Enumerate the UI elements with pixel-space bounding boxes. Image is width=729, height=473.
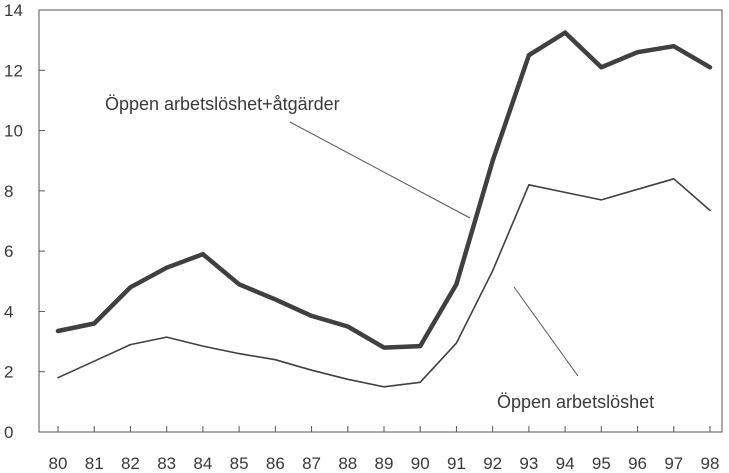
annotation-pointer-line <box>513 286 579 377</box>
plot-frame <box>38 9 723 433</box>
y-tick-label: 6 <box>4 242 13 261</box>
annotation-pointer-line <box>289 121 471 219</box>
x-tick-label: 86 <box>266 454 285 473</box>
y-tick-label: 14 <box>4 1 23 20</box>
series-line-open-plus-measures <box>55 30 713 350</box>
x-tick-label: 88 <box>338 454 357 473</box>
y-axis-ticks: 0 2 4 6 8 10 12 14 <box>4 1 45 442</box>
x-tick-label: 97 <box>664 454 683 473</box>
x-tick-label: 83 <box>157 454 176 473</box>
annotation-series-open-label: Öppen arbetslöshet <box>497 392 654 412</box>
annotation-series-total-label: Öppen arbetslöshet+åtgärder <box>105 94 340 114</box>
x-tick-label: 87 <box>302 454 321 473</box>
y-tick-label: 4 <box>4 302 13 321</box>
annotations: Öppen arbetslöshet+åtgärder Öppen arbets… <box>105 94 654 412</box>
series-lines <box>55 30 713 388</box>
y-tick-label: 0 <box>4 423 13 442</box>
x-tick-label: 85 <box>230 454 249 473</box>
x-tick-label: 89 <box>375 454 394 473</box>
axes <box>38 9 723 433</box>
x-tick-label: 84 <box>193 454 212 473</box>
x-tick-label: 91 <box>447 454 466 473</box>
x-tick-label: 94 <box>556 454 575 473</box>
y-tick-label: 8 <box>4 182 13 201</box>
x-tick-label: 96 <box>628 454 647 473</box>
x-axis-ticks: 80 81 82 83 84 85 86 87 88 89 90 91 92 93 94 95 96 97 98 <box>49 426 720 473</box>
y-tick-label: 10 <box>4 122 23 141</box>
x-tick-label: 93 <box>519 454 538 473</box>
series-line-open-unemployment <box>57 178 711 388</box>
x-tick-label: 95 <box>592 454 611 473</box>
x-tick-label: 81 <box>85 454 104 473</box>
x-tick-label: 98 <box>701 454 720 473</box>
x-tick-label: 92 <box>483 454 502 473</box>
x-tick-label: 90 <box>411 454 430 473</box>
x-tick-label: 80 <box>49 454 68 473</box>
y-tick-label: 12 <box>4 61 23 80</box>
y-tick-label: 2 <box>4 363 13 382</box>
x-tick-label: 82 <box>121 454 140 473</box>
